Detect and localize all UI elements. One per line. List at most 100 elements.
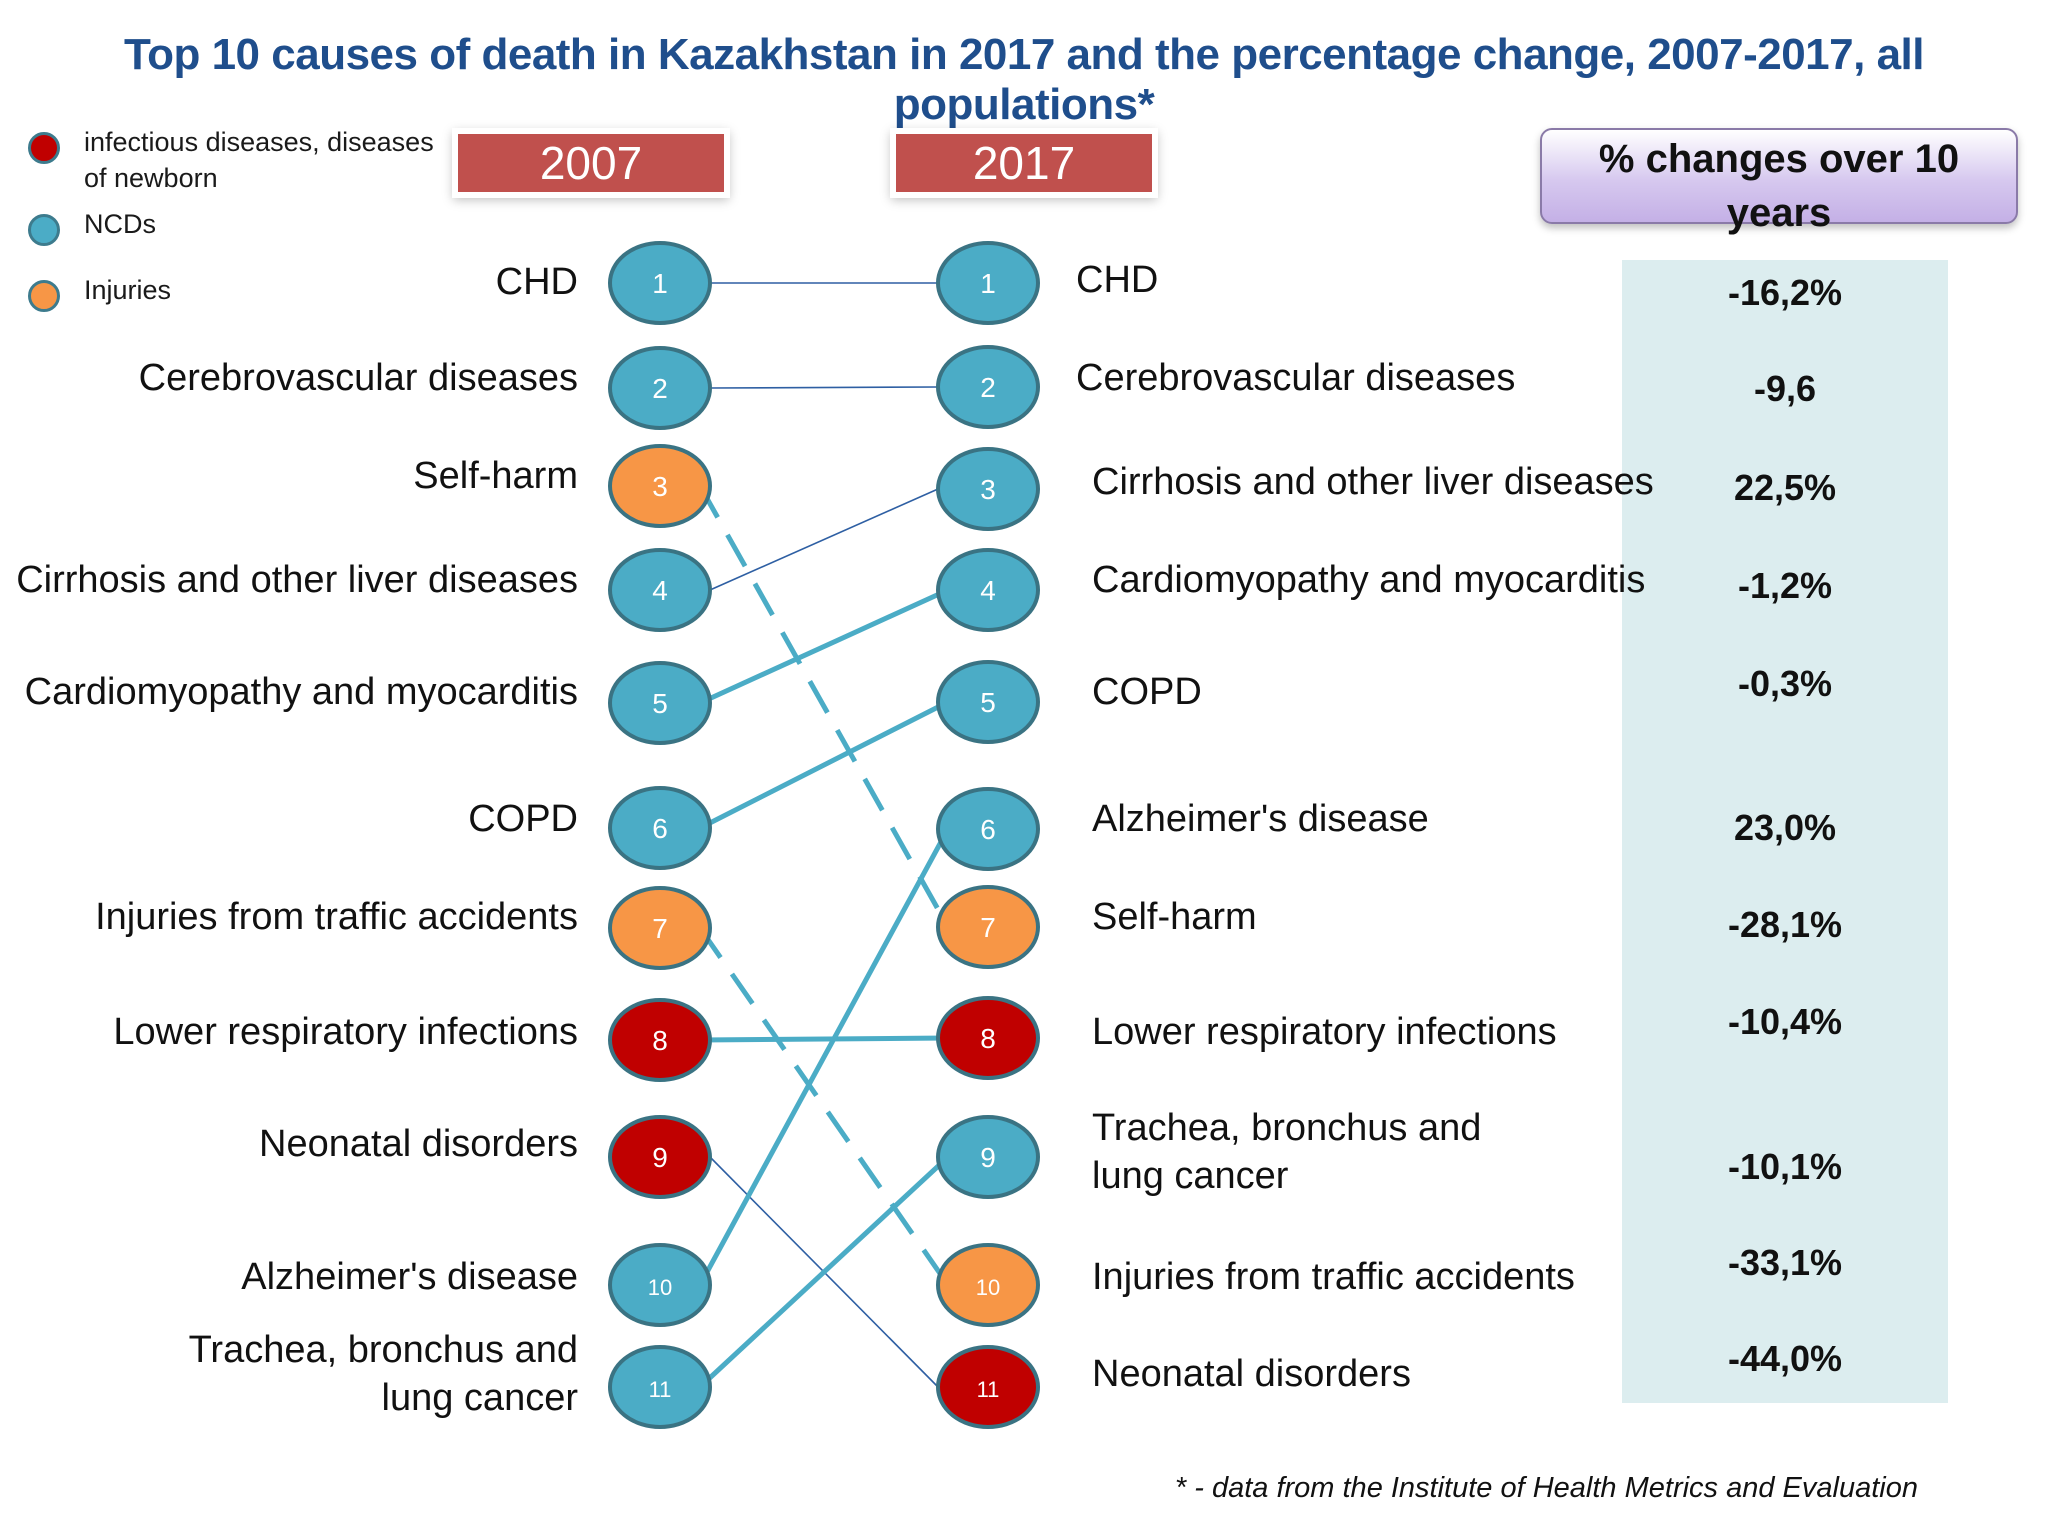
rank-number: 5 [980,687,996,718]
rank-link-10-to-6 [697,827,951,1287]
rank-number: 7 [980,912,996,943]
rank-number: 10 [648,1275,672,1300]
rank-link-3-to-7 [697,484,951,929]
pct-change-value: -9,6 [1753,368,1817,409]
cause-2007-label: Trachea, bronchus and lung cancer [188,1329,578,1419]
rank-node-2007-2: 2 [608,346,712,430]
cause-2017-label: Cirrhosis and other liver diseases [1092,461,1654,503]
rank-number: 9 [980,1142,996,1173]
cause-2007-label: Alzheimer's disease [241,1256,578,1298]
rank-node-2007-9: 9 [608,1115,712,1199]
cause-2007-label: Cardiomyopathy and myocarditis [24,671,578,713]
pct-change-value: -1,2% [1737,565,1833,606]
legend-label: NCDs [84,209,156,239]
legend-dot-red-icon [28,132,60,164]
pct-change-value: -10,1% [1727,1146,1843,1187]
rank-node-2017-10: 10 [936,1243,1040,1327]
legend-item-ncds: NCDs [28,206,444,246]
rank-number: 5 [652,688,668,719]
pct-change-value: -16,2% [1727,272,1843,313]
pct-change-panel [1622,260,1948,1403]
cause-2007-label: CHD [495,261,578,303]
rank-number: 8 [652,1025,668,1056]
rank-link-8-to-8 [699,1035,949,1043]
cause-2007-label: COPD [468,798,578,840]
rank-node-2007-10: 10 [608,1243,712,1327]
cause-2017-label: Lower respiratory infections [1092,1011,1557,1053]
rank-number: 8 [980,1023,996,1054]
cause-2007-label: Self-harm [413,455,578,497]
cause-2007-label: Cirrhosis and other liver diseases [16,559,578,601]
rank-node-2017-6: 6 [936,787,1040,871]
page-title: Top 10 causes of death in Kazakhstan in … [124,30,1925,129]
rank-node-2007-3: 3 [608,444,712,528]
cause-2007-label: Cerebrovascular diseases [138,357,578,399]
rank-node-2017-4: 4 [936,548,1040,632]
rank-node-2017-9: 9 [936,1115,1040,1199]
rank-number: 6 [652,813,668,844]
rank-node-2017-7: 7 [936,885,1040,969]
pct-change-value: -33,1% [1727,1242,1843,1283]
legend-item-infectious: infectious diseases, diseases of newborn [28,124,444,196]
rank-node-2017-2: 2 [936,345,1040,429]
rank-number: 11 [977,1377,1000,1402]
cause-2007-label: Injuries from traffic accidents [95,896,578,938]
cause-2007-label: Neonatal disorders [259,1123,578,1165]
rank-number: 4 [652,575,668,606]
pct-change-value: -44,0% [1727,1338,1843,1379]
rank-node-2007-4: 4 [608,548,712,632]
rank-node-2007-7: 7 [608,886,712,970]
pct-change-value: -10,4% [1727,1001,1843,1042]
rank-number: 3 [980,474,996,505]
rank-link-5-to-4 [698,587,950,706]
rank-number: 9 [652,1142,668,1173]
pct-change-value: 23,0% [1733,807,1837,848]
rank-node-2007-8: 8 [608,998,712,1082]
year-2017-header: 2017 [896,134,1152,192]
rank-node-2017-8: 8 [936,996,1040,1080]
cause-2017-label: Injuries from traffic accidents [1092,1256,1575,1298]
legend-label: infectious diseases, diseases of newborn [84,127,434,193]
rank-node-2017-5: 5 [936,660,1040,744]
rank-link-11-to-9 [698,1155,950,1389]
cause-2017-label: COPD [1092,671,1202,713]
rank-number: 11 [649,1377,672,1402]
cause-2017-label: Cardiomyopathy and myocarditis [1092,559,1646,601]
pct-change-header: % changes over 10 years [1540,128,2018,235]
rank-number: 2 [652,373,668,404]
rank-number: 1 [652,268,668,299]
cause-2017-label: Alzheimer's disease [1092,798,1429,840]
cause-2017-label: Trachea, bronchus and lung cancer [1092,1107,1482,1197]
cause-2017-label: Cerebrovascular diseases [1076,357,1516,399]
rank-link-4-to-3 [709,488,939,591]
rank-number: 4 [980,575,996,606]
rank-number: 3 [652,471,668,502]
cause-2007-label: Lower respiratory infections [113,1011,578,1053]
rank-number: 6 [980,814,996,845]
pct-change-value: -28,1% [1727,904,1843,945]
rank-node-2007-11: 11 [608,1345,712,1429]
rank-node-2007-1: 1 [608,241,712,325]
rank-node-2017-3: 3 [936,447,1040,531]
cause-2017-label: Neonatal disorders [1092,1353,1411,1395]
year-2007-header: 2007 [458,134,724,192]
rank-node-2017-11: 11 [936,1345,1040,1429]
rank-link-6-to-5 [698,699,950,831]
rank-number: 7 [652,913,668,944]
cause-2017-label: CHD [1076,259,1159,301]
rank-node-2007-6: 6 [608,786,712,870]
rank-number: 10 [976,1275,1000,1300]
rank-link-7-to-10 [697,926,951,1287]
legend-dot-orange-icon [28,280,60,312]
footnote: * - data from the Institute of Health Me… [1174,1472,1918,1504]
pct-change-value: -0,3% [1737,663,1833,704]
cause-2017-label: Self-harm [1092,896,1257,938]
rank-number: 2 [980,372,996,403]
legend-dot-blue-icon [28,214,60,246]
rank-node-2007-5: 5 [608,661,712,745]
rank-node-2017-1: 1 [936,241,1040,325]
rank-number: 1 [980,268,996,299]
legend-item-injuries: Injuries [28,272,444,312]
pct-change-value: 22,5% [1733,467,1837,508]
